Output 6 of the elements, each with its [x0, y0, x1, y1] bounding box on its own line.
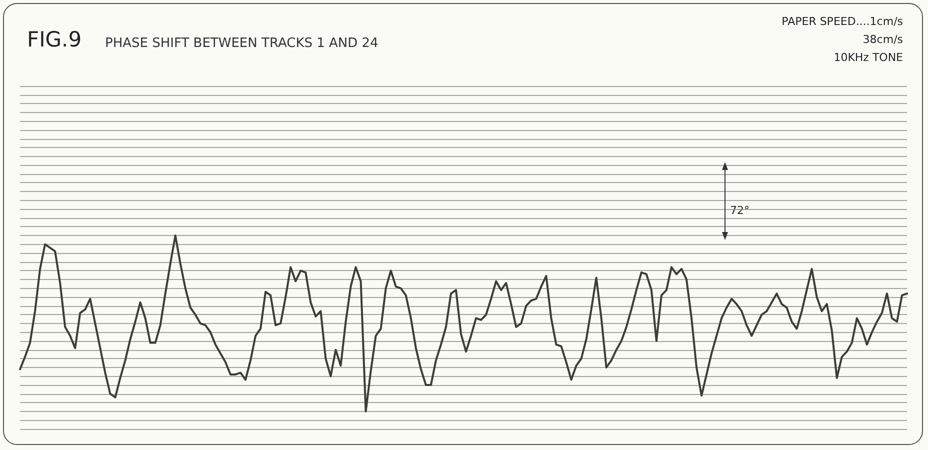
text: PAPER SPEED....1cm/s: [782, 15, 904, 28]
text: 38cm/s: [862, 33, 904, 46]
text: 10KHz TONE: [834, 51, 904, 64]
chart-subtitle: PHASE SHIFT BETWEEN TRACKS 1 AND 24: [105, 36, 378, 51]
chart-title: FIG.9: [27, 28, 82, 52]
text: 72°: [730, 204, 750, 217]
